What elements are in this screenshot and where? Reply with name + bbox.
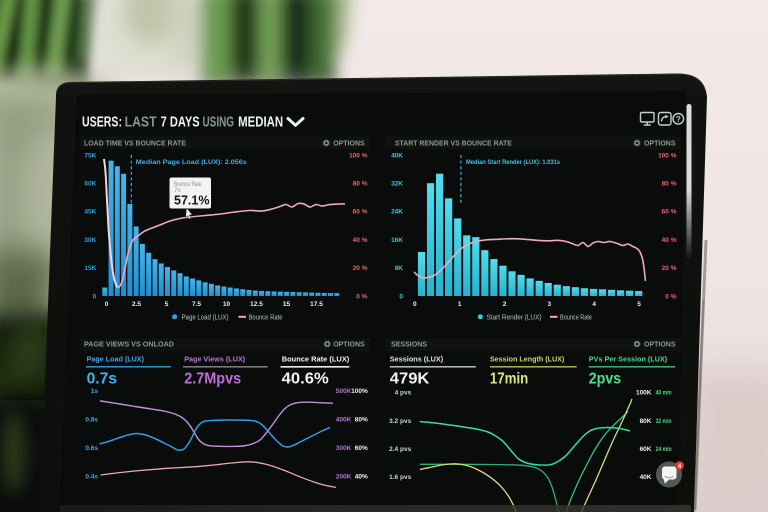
svg-text:LAST: LAST — [125, 114, 157, 131]
svg-text:7x: 7x — [174, 187, 182, 194]
svg-text:60K: 60K — [84, 181, 96, 188]
svg-text:0 %: 0 % — [356, 293, 367, 300]
svg-text:57.1%: 57.1% — [174, 194, 209, 208]
svg-text:0: 0 — [413, 301, 417, 308]
svg-text:80 %: 80 % — [662, 181, 677, 188]
svg-text:17.5: 17.5 — [310, 301, 323, 308]
svg-text:0.4s: 0.4s — [85, 473, 98, 480]
svg-text:Page Load (LUX): Page Load (LUX) — [87, 355, 145, 364]
svg-text:0: 0 — [399, 293, 403, 300]
svg-text:PVs Per Session (LUX): PVs Per Session (LUX) — [589, 355, 668, 364]
svg-text:75K: 75K — [84, 152, 96, 159]
svg-text:300K: 300K — [336, 445, 352, 452]
svg-text:Bounce Rate: Bounce Rate — [560, 315, 592, 322]
svg-text:8K: 8K — [395, 265, 404, 272]
svg-text:SESSIONS: SESSIONS — [391, 342, 427, 349]
svg-text:Session Length (LUX): Session Length (LUX) — [490, 355, 565, 364]
svg-text:0.6s: 0.6s — [85, 445, 98, 452]
svg-text:0.7s: 0.7s — [87, 371, 118, 388]
svg-text:0: 0 — [93, 293, 97, 300]
svg-text:12.5: 12.5 — [250, 301, 263, 308]
svg-text:3: 3 — [548, 301, 552, 308]
svg-text:400K: 400K — [336, 416, 352, 423]
svg-text:MEDIAN: MEDIAN — [238, 114, 283, 131]
svg-text:32 min: 32 min — [656, 418, 672, 425]
svg-text:100%: 100% — [351, 388, 368, 395]
svg-text:100K: 100K — [636, 389, 652, 396]
svg-text:3.2 pvs: 3.2 pvs — [389, 418, 411, 425]
svg-text:60 %: 60 % — [662, 209, 677, 216]
svg-text:10: 10 — [223, 301, 231, 308]
svg-text:479K: 479K — [390, 371, 430, 388]
svg-text:80 %: 80 % — [353, 181, 368, 188]
svg-text:0: 0 — [105, 301, 109, 308]
svg-text:7 DAYS: 7 DAYS — [161, 114, 200, 131]
svg-text:60%: 60% — [355, 445, 368, 452]
svg-text:Median Page Load (LUX): 2.056s: Median Page Load (LUX): 2.056s — [136, 159, 247, 166]
svg-text:OPTIONS: OPTIONS — [644, 141, 676, 148]
svg-text:2.7Mpvs: 2.7Mpvs — [184, 371, 241, 388]
svg-text:7.5: 7.5 — [192, 301, 201, 308]
svg-text:USING: USING — [203, 114, 235, 131]
svg-text:30K: 30K — [84, 237, 96, 244]
svg-text:15: 15 — [283, 301, 291, 308]
svg-text:40.6%: 40.6% — [282, 371, 329, 388]
svg-text:20 %: 20 % — [353, 265, 368, 272]
svg-text:2.4 pvs: 2.4 pvs — [389, 446, 411, 453]
svg-text:START RENDER VS BOUNCE RATE: START RENDER VS BOUNCE RATE — [395, 141, 512, 148]
svg-text:Bounce Rate: Bounce Rate — [249, 315, 283, 322]
svg-text:?: ? — [676, 115, 681, 124]
svg-text:1: 1 — [458, 301, 462, 308]
svg-text:16K: 16K — [391, 237, 403, 244]
svg-text:0 %: 0 % — [665, 293, 676, 300]
svg-text:24 min: 24 min — [656, 446, 672, 453]
svg-text:2: 2 — [503, 301, 507, 308]
svg-text:40K: 40K — [391, 152, 403, 159]
svg-text:100 %: 100 % — [349, 152, 368, 159]
svg-text:4: 4 — [678, 464, 682, 470]
svg-text:40 %: 40 % — [353, 237, 368, 244]
svg-text:2pvs: 2pvs — [589, 371, 621, 388]
svg-text:100 %: 100 % — [658, 152, 677, 159]
svg-text:Page Load (LUX): Page Load (LUX) — [182, 315, 229, 322]
svg-text:20 %: 20 % — [662, 265, 677, 272]
svg-text:LOAD TIME VS BOUNCE RATE: LOAD TIME VS BOUNCE RATE — [84, 141, 186, 148]
svg-text:40%: 40% — [355, 473, 368, 480]
svg-text:24K: 24K — [391, 209, 403, 216]
svg-text:60 %: 60 % — [353, 209, 368, 216]
svg-text:500K: 500K — [336, 388, 352, 395]
svg-text:40 %: 40 % — [662, 237, 677, 244]
svg-text:0.8s: 0.8s — [85, 416, 98, 423]
svg-text:80%: 80% — [355, 416, 368, 423]
svg-text:1.6 pvs: 1.6 pvs — [389, 474, 411, 481]
svg-text:Bounce Rate (LUX): Bounce Rate (LUX) — [282, 355, 350, 364]
svg-text:80K: 80K — [640, 418, 652, 425]
svg-text:PAGE VIEWS VS ONLOAD: PAGE VIEWS VS ONLOAD — [84, 342, 174, 349]
svg-text:1s: 1s — [91, 388, 99, 395]
svg-text:5: 5 — [637, 301, 641, 308]
svg-text:Page Views (LUX): Page Views (LUX) — [184, 355, 245, 364]
svg-text:17min: 17min — [490, 371, 528, 388]
svg-text:OPTIONS: OPTIONS — [333, 342, 365, 349]
svg-text:45K: 45K — [84, 209, 96, 216]
svg-text:Median Start Render (LUX): 1.0: Median Start Render (LUX): 1.031s — [466, 159, 560, 166]
svg-text:60K: 60K — [640, 446, 652, 453]
svg-text:USERS:: USERS: — [82, 114, 122, 131]
svg-text:32K: 32K — [391, 181, 403, 188]
svg-text:Sessions (LUX): Sessions (LUX) — [390, 355, 444, 364]
svg-text:200K: 200K — [336, 473, 352, 480]
svg-text:Bounce Rate: Bounce Rate — [174, 181, 202, 188]
svg-text:2.5: 2.5 — [132, 301, 141, 308]
svg-text:4 pvs: 4 pvs — [395, 389, 412, 396]
svg-text:4: 4 — [592, 301, 596, 308]
svg-text:40K: 40K — [640, 474, 652, 481]
svg-text:15K: 15K — [84, 265, 96, 272]
svg-text:Start Render (LUX): Start Render (LUX) — [487, 315, 542, 322]
svg-text:40 min: 40 min — [656, 389, 672, 396]
svg-text:5: 5 — [165, 301, 169, 308]
svg-text:OPTIONS: OPTIONS — [644, 342, 676, 349]
svg-text:OPTIONS: OPTIONS — [333, 141, 365, 148]
